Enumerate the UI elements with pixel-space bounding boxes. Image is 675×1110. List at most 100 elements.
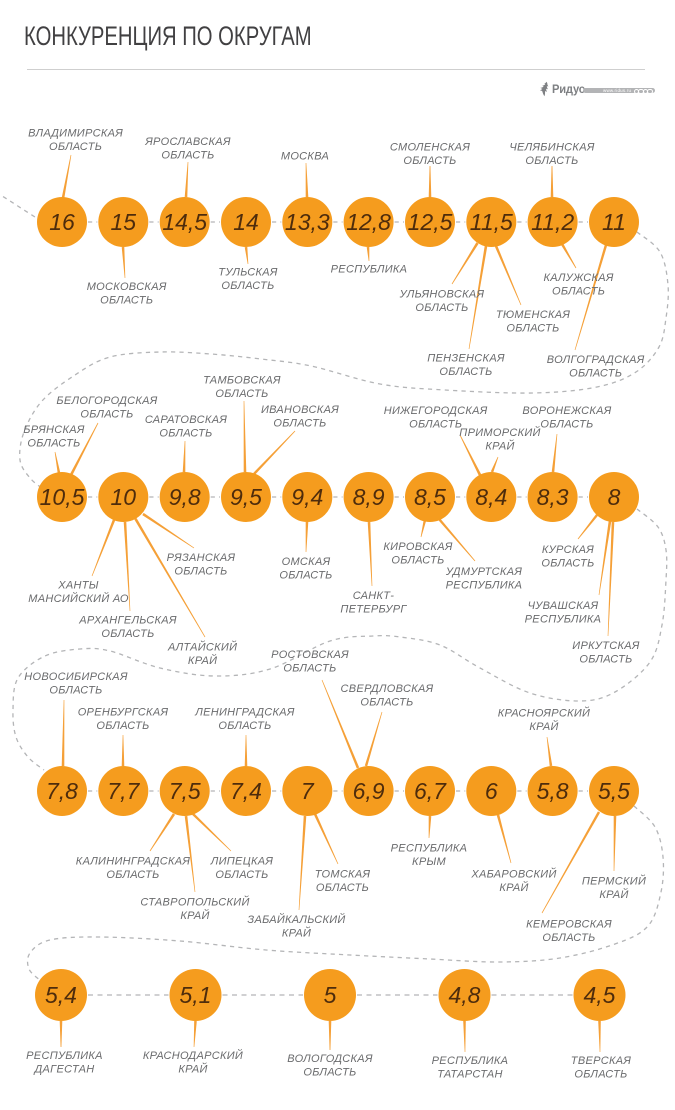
svg-text:5,1: 5,1 <box>180 982 212 1008</box>
svg-text:ПРИМОРСКИЙ: ПРИМОРСКИЙ <box>459 426 540 439</box>
svg-text:МОСКВА: МОСКВА <box>281 151 329 163</box>
svg-text:РЕСПУБЛИКА: РЕСПУБЛИКА <box>331 264 408 276</box>
svg-text:ОМСКАЯ: ОМСКАЯ <box>282 556 331 568</box>
svg-text:ОБЛАСТЬ: ОБЛАСТЬ <box>273 417 326 429</box>
svg-text:РЯЗАНСКАЯ: РЯЗАНСКАЯ <box>167 552 236 564</box>
svg-text:ЛЕНИНГРАДСКАЯ: ЛЕНИНГРАДСКАЯ <box>194 707 295 719</box>
svg-text:ОБЛАСТЬ: ОБЛАСТЬ <box>80 408 133 420</box>
svg-text:КАЛУЖСКАЯ: КАЛУЖСКАЯ <box>543 272 613 284</box>
svg-text:ОБЛАСТЬ: ОБЛАСТЬ <box>409 418 462 430</box>
svg-text:8,4: 8,4 <box>475 484 507 510</box>
svg-text:АЛТАЙСКИЙ: АЛТАЙСКИЙ <box>167 641 237 654</box>
svg-text:ОБЛАСТЬ: ОБЛАСТЬ <box>218 720 271 732</box>
svg-text:КРАЙ: КРАЙ <box>599 888 628 901</box>
svg-text:ОБЛАСТЬ: ОБЛАСТЬ <box>161 149 214 161</box>
svg-text:ОБЛАСТЬ: ОБЛАСТЬ <box>506 322 559 334</box>
svg-text:КРАЙ: КРАЙ <box>188 654 217 667</box>
svg-text:9,5: 9,5 <box>230 484 262 510</box>
svg-text:БЕЛОГОРОДСКАЯ: БЕЛОГОРОДСКАЯ <box>56 395 157 407</box>
svg-text:10,5: 10,5 <box>40 484 85 510</box>
svg-text:8,5: 8,5 <box>414 484 446 510</box>
svg-text:5,5: 5,5 <box>598 778 630 804</box>
svg-text:САНКТ-: САНКТ- <box>353 590 395 602</box>
svg-text:11,5: 11,5 <box>470 209 513 235</box>
svg-text:ОБЛАСТЬ: ОБЛАСТЬ <box>159 427 212 439</box>
svg-text:КЕМЕРОВСКАЯ: КЕМЕРОВСКАЯ <box>526 919 612 931</box>
svg-text:ЧУВАШСКАЯ: ЧУВАШСКАЯ <box>528 600 599 612</box>
svg-text:РЕСПУБЛИКА: РЕСПУБЛИКА <box>26 1050 103 1062</box>
svg-text:МАНСИЙСКИЙ АО: МАНСИЙСКИЙ АО <box>28 592 129 605</box>
svg-text:КРАСНОДАРСКИЙ: КРАСНОДАРСКИЙ <box>143 1049 243 1062</box>
svg-text:ОБЛАСТЬ: ОБЛАСТЬ <box>403 155 456 167</box>
svg-text:РЕСПУБЛИКА: РЕСПУБЛИКА <box>391 843 468 855</box>
svg-text:ОБЛАСТЬ: ОБЛАСТЬ <box>49 684 102 696</box>
svg-text:13,3: 13,3 <box>285 209 330 235</box>
svg-text:9,4: 9,4 <box>291 484 323 510</box>
svg-text:8,3: 8,3 <box>537 484 569 510</box>
svg-text:ХАНТЫ: ХАНТЫ <box>57 580 99 592</box>
svg-text:5,4: 5,4 <box>45 982 77 1008</box>
svg-text:11,2: 11,2 <box>531 209 574 235</box>
svg-text:ПЕНЗЕНСКАЯ: ПЕНЗЕНСКАЯ <box>427 353 505 365</box>
svg-text:ВОРОНЕЖСКАЯ: ВОРОНЕЖСКАЯ <box>522 405 611 417</box>
svg-text:ТАТАРСТАН: ТАТАРСТАН <box>437 1068 503 1080</box>
svg-text:СВЕРДЛОВСКАЯ: СВЕРДЛОВСКАЯ <box>341 683 434 695</box>
svg-text:ОБЛАСТЬ: ОБЛАСТЬ <box>569 367 622 379</box>
svg-text:УДМУРТСКАЯ: УДМУРТСКАЯ <box>445 566 523 578</box>
svg-text:РЕСПУБЛИКА: РЕСПУБЛИКА <box>432 1055 509 1067</box>
svg-text:СТАВРОПОЛЬСКИЙ: СТАВРОПОЛЬСКИЙ <box>140 896 249 909</box>
svg-text:ОБЛАСТЬ: ОБЛАСТЬ <box>174 565 227 577</box>
svg-text:11: 11 <box>602 209 626 235</box>
svg-text:ОБЛАСТЬ: ОБЛАСТЬ <box>100 294 153 306</box>
svg-text:5,8: 5,8 <box>537 778 569 804</box>
svg-text:МОСКОВСКАЯ: МОСКОВСКАЯ <box>87 281 167 293</box>
svg-text:5: 5 <box>324 982 337 1008</box>
svg-text:НОВОСИБИРСКАЯ: НОВОСИБИРСКАЯ <box>24 671 128 683</box>
svg-text:ПЕРМСКИЙ: ПЕРМСКИЙ <box>582 875 646 888</box>
svg-text:ОБЛАСТЬ: ОБЛАСТЬ <box>215 869 268 881</box>
svg-text:КУРСКАЯ: КУРСКАЯ <box>542 544 594 556</box>
svg-text:ИРКУТСКАЯ: ИРКУТСКАЯ <box>572 640 640 652</box>
svg-text:РЕСПУБЛИКА: РЕСПУБЛИКА <box>446 579 523 591</box>
svg-text:ОБЛАСТЬ: ОБЛАСТЬ <box>391 554 444 566</box>
svg-text:ХАБАРОВСКИЙ: ХАБАРОВСКИЙ <box>470 868 556 881</box>
svg-text:12,8: 12,8 <box>346 209 391 235</box>
svg-text:ОБЛАСТЬ: ОБЛАСТЬ <box>316 882 369 894</box>
svg-text:ТОМСКАЯ: ТОМСКАЯ <box>315 869 371 881</box>
svg-text:ОБЛАСТЬ: ОБЛАСТЬ <box>579 653 632 665</box>
svg-text:ОБЛАСТЬ: ОБЛАСТЬ <box>279 569 332 581</box>
svg-text:ОБЛАСТЬ: ОБЛАСТЬ <box>415 302 468 314</box>
svg-text:САРАТОВСКАЯ: САРАТОВСКАЯ <box>145 414 228 426</box>
svg-text:КРАЙ: КРАЙ <box>282 926 311 939</box>
svg-text:6,7: 6,7 <box>414 778 447 804</box>
svg-text:ОБЛАСТЬ: ОБЛАСТЬ <box>360 696 413 708</box>
svg-text:ОБЛАСТЬ: ОБЛАСТЬ <box>439 366 492 378</box>
svg-text:9,8: 9,8 <box>169 484 201 510</box>
svg-text:ОБЛАСТЬ: ОБЛАСТЬ <box>542 932 595 944</box>
svg-text:ВЛАДИМИРСКАЯ: ВЛАДИМИРСКАЯ <box>28 128 123 140</box>
svg-text:7,4: 7,4 <box>230 778 262 804</box>
svg-text:ОБЛАСТЬ: ОБЛАСТЬ <box>541 557 594 569</box>
svg-text:7,8: 7,8 <box>46 778 78 804</box>
svg-text:ТЮМЕНСКАЯ: ТЮМЕНСКАЯ <box>496 309 571 321</box>
svg-text:ИВАНОВСКАЯ: ИВАНОВСКАЯ <box>261 404 339 416</box>
svg-text:КРАЙ: КРАЙ <box>178 1062 207 1075</box>
svg-text:КРАЙ: КРАЙ <box>485 439 514 452</box>
svg-text:УЛЬЯНОВСКАЯ: УЛЬЯНОВСКАЯ <box>399 289 485 301</box>
svg-text:АРХАНГЕЛЬСКАЯ: АРХАНГЕЛЬСКАЯ <box>78 615 177 627</box>
svg-text:ЛИПЕЦКАЯ: ЛИПЕЦКАЯ <box>210 856 274 868</box>
svg-text:7,5: 7,5 <box>169 778 201 804</box>
svg-text:ВОЛГОГРАДСКАЯ: ВОЛГОГРАДСКАЯ <box>547 354 645 366</box>
svg-text:ОБЛАСТЬ: ОБЛАСТЬ <box>525 155 578 167</box>
svg-text:КРАЙ: КРАЙ <box>499 881 528 894</box>
svg-text:БРЯНСКАЯ: БРЯНСКАЯ <box>23 424 85 436</box>
svg-text:ПЕТЕРБУРГ: ПЕТЕРБУРГ <box>340 603 407 615</box>
svg-text:ОБЛАСТЬ: ОБЛАСТЬ <box>552 285 605 297</box>
svg-text:4,8: 4,8 <box>449 982 481 1008</box>
svg-text:ОБЛАСТЬ: ОБЛАСТЬ <box>27 437 80 449</box>
svg-text:ЯРОСЛАВСКАЯ: ЯРОСЛАВСКАЯ <box>144 136 231 148</box>
svg-text:ОБЛАСТЬ: ОБЛАСТЬ <box>221 280 274 292</box>
svg-text:КРАЙ: КРАЙ <box>529 720 558 733</box>
svg-text:КРАЙ: КРАЙ <box>180 909 209 922</box>
svg-text:РОСТОВСКАЯ: РОСТОВСКАЯ <box>271 649 349 661</box>
